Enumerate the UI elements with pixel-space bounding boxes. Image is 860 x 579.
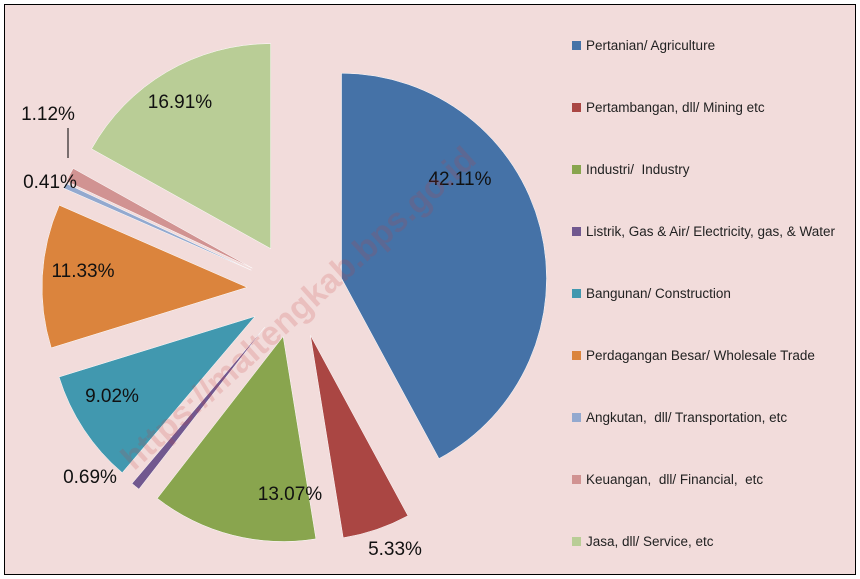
legend-label: Angkutan, dll/ Transportation, etc [586, 410, 788, 425]
data-label: 16.91% [148, 92, 213, 113]
pie-slice [156, 335, 317, 542]
legend-swatch [572, 475, 581, 484]
pie-slice [310, 335, 409, 539]
legend-item: Pertambangan, dll/ Mining etc [572, 98, 848, 117]
pie-slice [131, 327, 265, 490]
data-label: 5.33% [368, 539, 422, 560]
pie-slice [66, 168, 253, 269]
legend-item: Keuangan, dll/ Financial, etc [572, 470, 848, 489]
legend-item: Jasa, dll/ Service, etc [572, 532, 848, 551]
legend-item: Perdagangan Besar/ Wholesale Trade [572, 346, 848, 365]
data-label: 1.12% [21, 104, 75, 125]
legend-swatch [572, 227, 581, 236]
pie-slice [91, 43, 271, 250]
legend-swatch [572, 289, 581, 298]
pie-slice [58, 315, 256, 474]
data-label: 0.41% [23, 172, 77, 193]
legend-item: Pertanian/ Agriculture [572, 36, 848, 55]
legend-swatch [572, 41, 581, 50]
pie-slice [63, 182, 252, 271]
legend-label: Keuangan, dll/ Financial, etc [586, 472, 764, 487]
pie-slice [341, 72, 547, 459]
data-label: 9.02% [85, 386, 139, 407]
legend-label: Bangunan/ Construction [586, 286, 731, 301]
data-label: 13.07% [258, 484, 323, 505]
legend-label: Industri/ Industry [586, 162, 690, 177]
legend-label: Jasa, dll/ Service, etc [586, 534, 714, 549]
legend-swatch [572, 351, 581, 360]
legend-item: Listrik, Gas & Air/ Electricity, gas, & … [572, 222, 848, 241]
legend-swatch [572, 537, 581, 546]
data-label: 11.33% [51, 261, 114, 282]
legend-label: Listrik, Gas & Air/ Electricity, gas, & … [586, 224, 836, 239]
legend-swatch [572, 165, 581, 174]
pie-slice [41, 204, 248, 349]
data-label: 0.69% [63, 467, 117, 488]
legend-swatch [572, 103, 581, 112]
legend-swatch [572, 413, 581, 422]
legend-label: Pertanian/ Agriculture [586, 38, 716, 53]
legend-label: Pertambangan, dll/ Mining etc [586, 100, 765, 115]
legend-item: Angkutan, dll/ Transportation, etc [572, 408, 848, 427]
legend-item: Industri/ Industry [572, 160, 848, 179]
legend-item: Bangunan/ Construction [572, 284, 848, 303]
data-label: 42.11% [428, 169, 491, 190]
legend-label: Perdagangan Besar/ Wholesale Trade [586, 348, 815, 363]
